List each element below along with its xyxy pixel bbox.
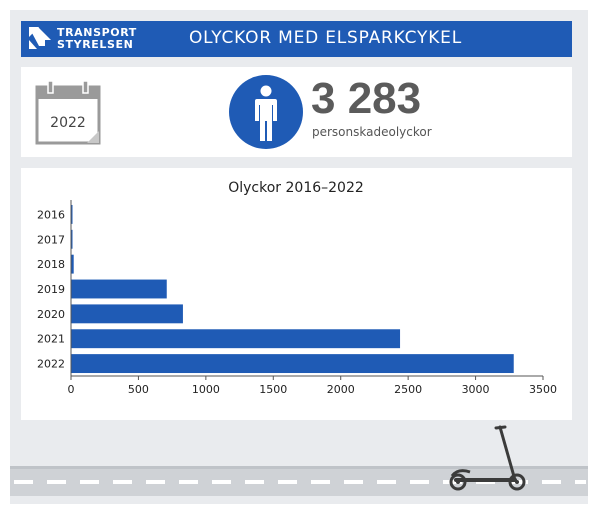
chart-title: Olyckor 2016–2022 xyxy=(228,180,364,196)
bar-2021 xyxy=(71,329,401,349)
accident-count-label: personskadeolyckor xyxy=(312,125,432,139)
road-dash xyxy=(113,480,132,484)
calendar-year: 2022 xyxy=(50,115,86,131)
header-bar: TRANSPORT STYRELSEN OLYCKOR MED ELSPARKC… xyxy=(21,21,572,57)
bar-2019 xyxy=(71,279,167,299)
road-dash xyxy=(542,480,561,484)
y-tick-label-2021: 2021 xyxy=(37,333,65,346)
road-dash xyxy=(575,480,586,484)
bar-chart: Olyckor 2016–2022 2016 2017 2018 2019 2020 202… xyxy=(37,180,557,396)
y-tick-label-2017: 2017 xyxy=(37,233,65,246)
x-tick-label-2000: 2000 xyxy=(327,383,355,396)
y-tick-label-2020: 2020 xyxy=(37,308,65,321)
calendar-icon: 2022 xyxy=(35,79,101,145)
road-dash xyxy=(80,480,99,484)
x-tick-label-0: 0 xyxy=(68,383,75,396)
x-tick-label-1500: 1500 xyxy=(259,383,287,396)
x-tick-label-1000: 1000 xyxy=(192,383,220,396)
road-dash xyxy=(377,480,396,484)
road-dash xyxy=(47,480,66,484)
y-tick-label-2016: 2016 xyxy=(37,208,65,221)
bar-2022 xyxy=(71,354,514,374)
y-tick-label-2022: 2022 xyxy=(37,358,65,371)
road-dash xyxy=(14,480,33,484)
road-dash xyxy=(344,480,363,484)
x-tick-label-2500: 2500 xyxy=(394,383,422,396)
bar-2020 xyxy=(71,304,183,324)
road-dash xyxy=(245,480,264,484)
logo-mark-icon xyxy=(29,27,51,49)
person-icon xyxy=(229,75,303,149)
logo-text-line1: TRANSPORT xyxy=(57,26,137,39)
x-tick-label-500: 500 xyxy=(128,383,149,396)
road-dash xyxy=(410,480,429,484)
road-dash xyxy=(278,480,297,484)
transportstyrelsen-logo: TRANSPORT STYRELSEN xyxy=(29,26,159,54)
road-dash xyxy=(179,480,198,484)
road-illustration xyxy=(10,425,588,496)
summary-card: 2022 3 283 personskadeolyckor xyxy=(21,67,572,157)
chart-card: Olyckor 2016–2022 2016 2017 2018 2019 2020 202… xyxy=(21,168,572,420)
x-tick-label-3500: 3500 xyxy=(529,383,557,396)
x-tick-label-3000: 3000 xyxy=(462,383,490,396)
road-dash xyxy=(311,480,330,484)
logo-text-line2: STYRELSEN xyxy=(57,38,134,51)
page-title: OLYCKOR MED ELSPARKCYKEL xyxy=(189,28,462,48)
y-tick-label-2019: 2019 xyxy=(37,283,65,296)
road-dash xyxy=(212,480,231,484)
bar-2016 xyxy=(71,204,73,224)
scooter-icon xyxy=(449,425,526,491)
road-dash xyxy=(146,480,165,484)
y-tick-label-2018: 2018 xyxy=(37,258,65,271)
bar-2017 xyxy=(71,229,73,249)
bar-2018 xyxy=(71,254,74,274)
accident-count: 3 283 xyxy=(311,74,422,123)
